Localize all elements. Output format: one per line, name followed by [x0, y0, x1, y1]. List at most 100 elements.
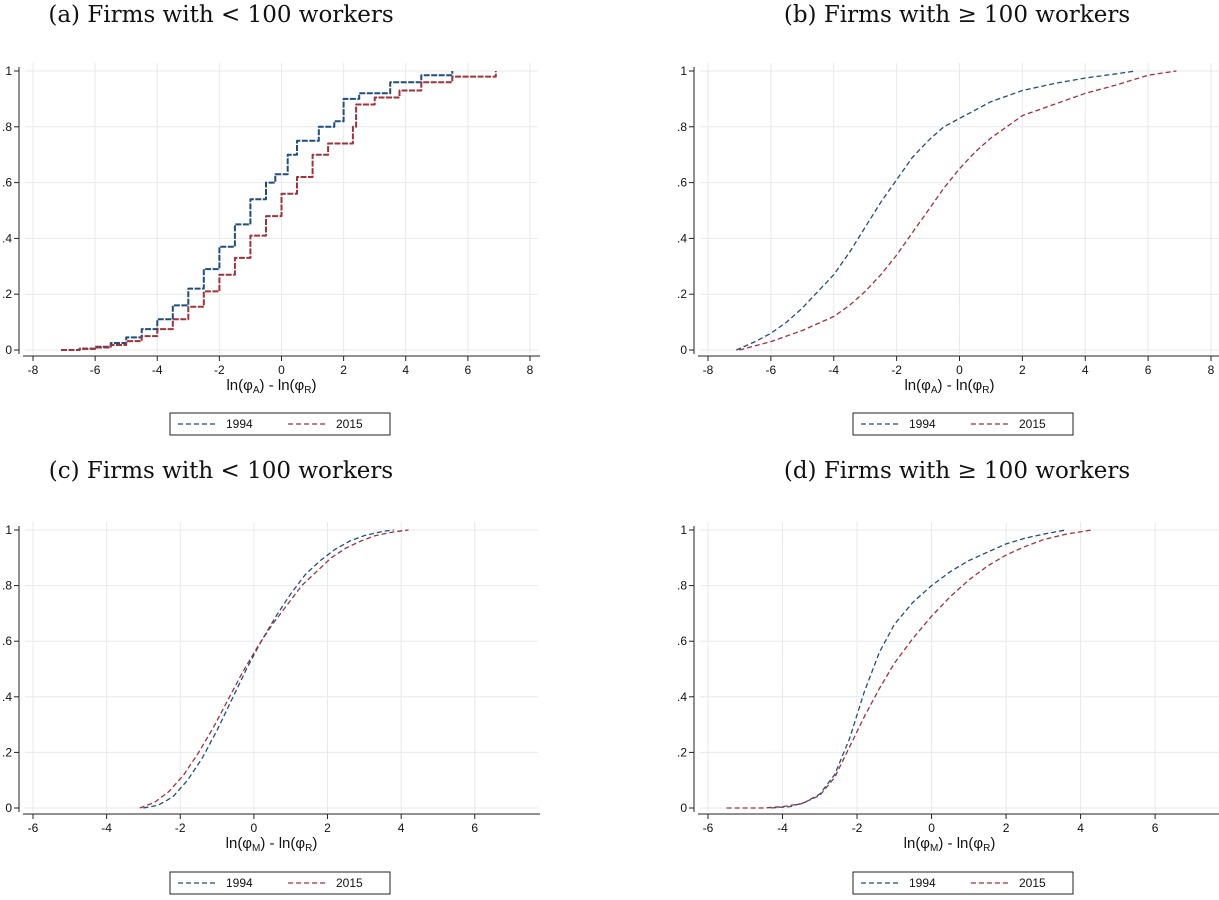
x-tick-label: -4 [828, 363, 839, 377]
y-tick-label: .4 [2, 690, 12, 704]
x-tick-label: 6 [1152, 821, 1159, 835]
y-tick-label: 1 [5, 523, 12, 537]
chart-panel-2: (c) Firms with < 100 workers 0 .2 .4 .6 .8 1 -6… [2, 458, 540, 895]
series-line-1994 [736, 70, 1136, 351]
x-tick-label: -6 [766, 363, 777, 377]
x-tick-label: 8 [1208, 363, 1215, 377]
legend: 1994 2015 [852, 412, 1074, 436]
x-tick-label: 4 [398, 821, 405, 835]
panel-title: (c) Firms with < 100 workers [49, 458, 393, 484]
x-axis-title-subscript: R [304, 385, 311, 396]
x-tick-label: 8 [527, 363, 534, 377]
x-axis-title-part: ln(φ [226, 377, 253, 394]
series-line-2015 [139, 529, 409, 809]
x-axis-title-part: ln(φ [904, 377, 931, 394]
x-tick-label: -2 [852, 821, 863, 835]
y-tick-label: 1 [680, 64, 687, 78]
y-tick-label: .6 [677, 634, 687, 648]
x-axis-title-part: ) [312, 377, 317, 394]
x-axis-title-subscript: R [982, 385, 989, 396]
x-axis-title-part: ) - ln(φ [938, 835, 983, 852]
y-tick-label: 0 [680, 343, 687, 357]
chart-panel-3: (d) Firms with ≥ 100 workers 0 .2 .4 .6 .8 1 -6… [677, 458, 1219, 895]
y-tick-label: 0 [5, 343, 12, 357]
x-tick-label: -6 [28, 821, 39, 835]
x-tick-label: 4 [402, 363, 409, 377]
x-axis-title-part: ) - ln(φ [260, 835, 305, 852]
y-tick-label: .8 [2, 120, 12, 134]
y-tick-label: .8 [677, 579, 687, 593]
x-axis-title: ln(φM) - ln(φR) [904, 835, 996, 854]
x-axis-title: ln(φA) - ln(φR) [226, 377, 316, 396]
y-tick-label: .6 [677, 176, 687, 190]
y-tick-label: .6 [2, 176, 12, 190]
x-tick-label: -6 [703, 821, 714, 835]
x-axis-title: ln(φA) - ln(φR) [904, 377, 994, 396]
panel-title: (a) Firms with < 100 workers [48, 2, 393, 28]
x-axis-title-subscript: A [931, 385, 938, 396]
legend-label: 2015 [336, 417, 363, 431]
legend-label: 2015 [1019, 876, 1046, 890]
x-axis-title-part: ) - ln(φ [260, 377, 305, 394]
legend-box [852, 871, 1074, 895]
legend: 1994 2015 [169, 412, 391, 436]
legend-label: 1994 [226, 417, 253, 431]
x-tick-label: -2 [214, 363, 225, 377]
chart-panel-0: (a) Firms with < 100 workers 0 .2 .4 .6 .8 1 -8… [2, 2, 540, 436]
y-tick-label: .8 [677, 120, 687, 134]
legend-label: 2015 [1019, 417, 1046, 431]
x-axis-title-part: ln(φ [226, 835, 253, 852]
y-tick-label: .4 [677, 231, 687, 245]
x-tick-label: 2 [324, 821, 331, 835]
y-tick-label: .8 [2, 579, 12, 593]
legend-label: 2015 [336, 876, 363, 890]
x-tick-label: 0 [956, 363, 963, 377]
x-axis-title-part: ) [990, 835, 995, 852]
series-line-1994 [143, 529, 394, 809]
y-tick-label: .2 [677, 745, 687, 759]
y-tick-label: 0 [5, 801, 12, 815]
x-tick-label: 6 [465, 363, 472, 377]
panel-title: (d) Firms with ≥ 100 workers [784, 458, 1130, 484]
y-tick-label: 1 [5, 64, 12, 78]
y-tick-label: .2 [677, 287, 687, 301]
series-line-1994 [771, 529, 1066, 809]
series-line-2015 [726, 529, 1092, 809]
legend-box [852, 412, 1074, 436]
legend-box [169, 412, 391, 436]
panel-title: (b) Firms with ≥ 100 workers [784, 2, 1130, 28]
x-tick-label: 4 [1077, 821, 1084, 835]
x-tick-label: -8 [703, 363, 714, 377]
x-tick-label: 0 [251, 821, 258, 835]
y-tick-label: .2 [2, 745, 12, 759]
y-tick-label: .4 [677, 690, 687, 704]
legend: 1994 2015 [852, 871, 1074, 895]
series-line-1994 [61, 71, 454, 351]
x-tick-label: -4 [777, 821, 788, 835]
x-axis-title-subscript: R [983, 843, 990, 854]
legend-box [169, 871, 391, 895]
x-tick-label: -8 [28, 363, 39, 377]
y-tick-label: .2 [2, 287, 12, 301]
x-axis-title-part: ) [312, 835, 317, 852]
x-axis-title-part: ) [990, 377, 995, 394]
y-tick-label: 1 [680, 523, 687, 537]
y-tick-label: .4 [2, 231, 12, 245]
x-tick-label: 2 [340, 363, 347, 377]
x-tick-label: 2 [1019, 363, 1026, 377]
y-tick-label: .6 [2, 634, 12, 648]
x-axis-title-subscript: R [305, 843, 312, 854]
chart-panel-1: (b) Firms with ≥ 100 workers 0 .2 .4 .6 .8 1 -8… [677, 2, 1219, 436]
x-tick-label: 6 [471, 821, 478, 835]
x-axis-title-subscript: M [252, 843, 260, 854]
legend: 1994 2015 [169, 871, 391, 895]
x-tick-label: -2 [175, 821, 186, 835]
y-tick-label: 0 [680, 801, 687, 815]
x-tick-label: 0 [928, 821, 935, 835]
legend-label: 1994 [909, 417, 936, 431]
x-tick-label: 4 [1082, 363, 1089, 377]
x-tick-label: -6 [90, 363, 101, 377]
x-tick-label: 2 [1003, 821, 1010, 835]
x-axis-title-part: ) - ln(φ [938, 377, 983, 394]
